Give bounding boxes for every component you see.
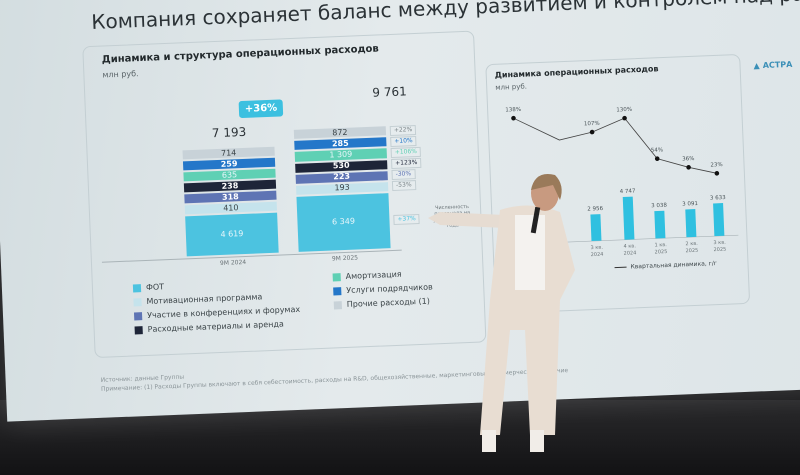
line-point <box>714 171 720 176</box>
line-label: 138% <box>505 107 521 114</box>
x-tick-label: 2025 <box>713 247 726 254</box>
line-label: 130% <box>616 107 632 114</box>
bar <box>713 203 725 237</box>
line-point <box>686 165 691 170</box>
x-tick-label: 2 кв. <box>685 241 698 248</box>
line-point <box>654 156 660 161</box>
bar <box>685 209 697 238</box>
presenter-figure <box>428 174 575 452</box>
bar-label: 2 956 <box>587 206 603 213</box>
x-tick-label: 2025 <box>655 249 668 256</box>
right-chart-panel: Динамика операционных расходов млн руб. … <box>485 53 751 314</box>
line-label: 54% <box>651 147 663 153</box>
line-label: 107% <box>584 121 600 128</box>
bar <box>654 210 666 239</box>
bar <box>622 196 635 240</box>
line-point <box>511 115 516 121</box>
x-tick-label: 1 кв. <box>654 242 667 249</box>
x-tick-label: 3 кв. <box>713 240 726 247</box>
x-tick-label: 2024 <box>624 250 637 257</box>
bar <box>590 214 602 242</box>
x-tick-label: 3 кв. <box>590 245 603 252</box>
presentation-slide: Компания сохраняет баланс между развитие… <box>0 0 800 422</box>
bar-label: 3 633 <box>710 195 726 202</box>
bar-label: 4 747 <box>620 189 636 196</box>
bar-label: 3 091 <box>682 201 698 208</box>
line-label: 23% <box>710 162 722 168</box>
x-tick-label: 2024 <box>591 252 604 259</box>
x-tick-label: 4 кв. <box>623 243 636 250</box>
line-point <box>622 115 627 121</box>
line-point <box>589 129 595 135</box>
x-tick-label: 2025 <box>685 248 698 255</box>
bar-label: 3 038 <box>651 203 667 210</box>
line-label: 36% <box>682 156 694 162</box>
